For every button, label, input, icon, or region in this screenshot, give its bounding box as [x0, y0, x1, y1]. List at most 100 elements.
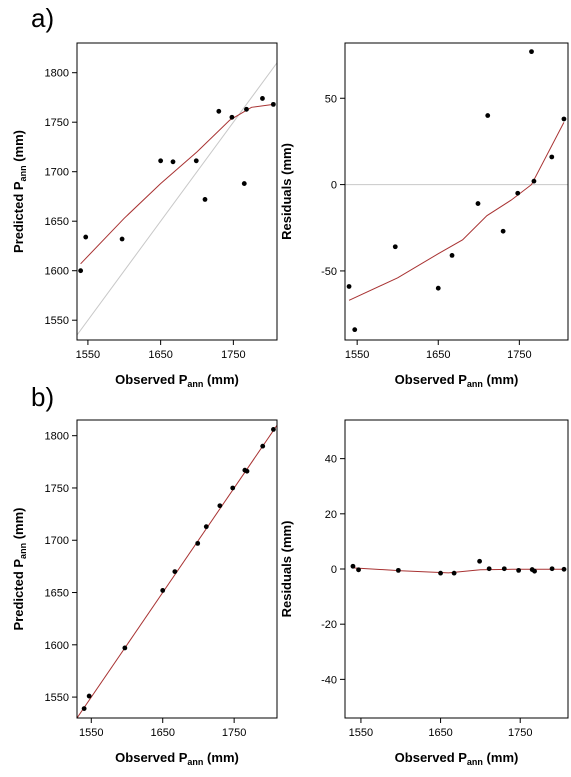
data-point-8	[216, 108, 222, 114]
data-point-11	[532, 568, 537, 574]
data-point-1	[78, 268, 84, 274]
data-point-6	[477, 558, 482, 564]
plot-frame	[76, 419, 278, 719]
y-tick-label: 1750	[45, 483, 69, 495]
chart-b-residuals: 1550 1650 1750 -40 -20 0 20 40 Observed Pann (mm…	[279, 419, 569, 767]
x-tick-label: 1650	[150, 727, 174, 739]
x-axis-title-sub: ann	[467, 757, 483, 767]
data-point-12	[260, 96, 265, 101]
data-point-8	[217, 503, 223, 509]
identity-line	[77, 61, 277, 336]
y-axis-title-main: Residuals (mm)	[279, 521, 294, 618]
data-point-5	[451, 570, 457, 576]
data-point-3	[392, 244, 398, 250]
chart-a-predicted-vs-observed: 1550 1650 1750 1550 1600 1650 1700 1750 1800 Obse…	[11, 42, 278, 389]
data-point-1	[346, 284, 352, 289]
y-axis-title-sub: ann	[18, 543, 28, 559]
data-point-13	[270, 101, 276, 107]
data-point-4	[160, 588, 166, 593]
y-axis-title: Residuals (mm)	[279, 521, 294, 618]
x-tick-label: 1550	[76, 349, 100, 361]
data-point-2	[83, 234, 89, 240]
x-axis-title-unit: (mm)	[203, 372, 238, 387]
data-point-11	[244, 106, 249, 112]
data-point-5	[172, 569, 178, 575]
x-axis-title-sub: ann	[467, 379, 483, 389]
y-axis-title-unit: (mm)	[11, 508, 26, 543]
y-tick-label: 1600	[45, 266, 69, 278]
data-point-12	[549, 566, 555, 572]
data-point-9	[515, 190, 521, 196]
smooth-line	[80, 103, 274, 265]
y-tick-label: 1800	[45, 431, 69, 443]
data-point-4	[438, 570, 443, 576]
data-point-6	[193, 158, 199, 164]
chart-b-predicted-vs-observed: 1550 1650 1750 1550 1600 1650 1700 1750 1800 Obse…	[11, 419, 278, 767]
y-tick-label: 1650	[45, 588, 69, 600]
smooth-line	[348, 122, 565, 301]
data-point-4	[158, 158, 164, 164]
data-point-13	[271, 427, 276, 432]
data-point-8	[501, 566, 507, 572]
y-tick-label: 1550	[45, 315, 69, 327]
y-tick-label: 1750	[45, 117, 69, 129]
data-point-6	[195, 540, 201, 546]
x-axis-title-unit: (mm)	[203, 750, 238, 765]
y-tick-label: 20	[325, 509, 337, 521]
x-tick-label: 1650	[426, 349, 450, 361]
data-point-7	[203, 524, 209, 530]
y-tick-label: 1700	[45, 535, 69, 547]
x-axis-title-sub: ann	[187, 757, 203, 767]
x-axis-title-unit: (mm)	[483, 750, 518, 765]
y-tick-label: -40	[321, 674, 337, 686]
x-axis-title: Observed Pann (mm)	[395, 750, 519, 767]
data-point-9	[230, 485, 236, 491]
chart-a-residuals: 1550 1650 1750 -50 0 50 Observed Pann (mm) Resi…	[279, 42, 569, 389]
data-point-12	[260, 443, 266, 449]
y-axis-title: Predicted Pann (mm)	[11, 508, 28, 631]
x-axis-title-sub: ann	[187, 379, 203, 389]
y-tick-label: 1700	[45, 167, 69, 179]
data-point-4	[435, 285, 441, 291]
data-point-10	[241, 181, 247, 186]
data-point-10	[529, 49, 534, 55]
y-tick-label: 1650	[45, 216, 69, 228]
x-axis-title-unit: (mm)	[483, 372, 518, 387]
x-tick-label: 1550	[79, 727, 103, 739]
identity-line	[77, 424, 277, 718]
data-point-2	[352, 327, 358, 333]
data-point-2	[356, 567, 361, 573]
y-axis-title-unit: (mm)	[11, 130, 26, 165]
y-tick-label: 0	[331, 564, 337, 576]
x-tick-label: 1750	[221, 349, 245, 361]
x-tick-label: 1650	[148, 349, 172, 361]
y-tick-label: 50	[325, 93, 337, 105]
plot-frame	[344, 42, 569, 341]
y-axis-title: Residuals (mm)	[279, 143, 294, 240]
y-axis-title-main: Residuals (mm)	[279, 143, 294, 240]
x-tick-label: 1550	[345, 349, 369, 361]
data-point-7	[486, 566, 492, 572]
x-axis-title: Observed Pann (mm)	[115, 750, 239, 767]
data-point-3	[122, 645, 128, 651]
x-axis-title: Observed Pann (mm)	[115, 372, 239, 389]
data-point-1	[350, 563, 356, 569]
y-tick-label: -20	[321, 619, 337, 631]
y-tick-label: 0	[331, 180, 337, 192]
x-tick-label: 1650	[428, 727, 452, 739]
smooth-line	[352, 567, 564, 574]
data-point-8	[500, 228, 506, 234]
data-point-5	[449, 252, 455, 258]
data-point-3	[395, 567, 401, 573]
data-point-12	[549, 154, 555, 160]
panel-label-a: a)	[31, 3, 54, 33]
y-tick-label: 40	[325, 454, 337, 466]
data-point-7	[485, 113, 491, 118]
x-tick-label: 1750	[222, 727, 246, 739]
x-axis-title: Observed Pann (mm)	[395, 372, 519, 389]
data-point-3	[119, 236, 125, 242]
x-tick-label: 1750	[507, 349, 531, 361]
y-axis-title-main: Predicted P	[11, 559, 26, 631]
data-point-6	[475, 201, 481, 206]
